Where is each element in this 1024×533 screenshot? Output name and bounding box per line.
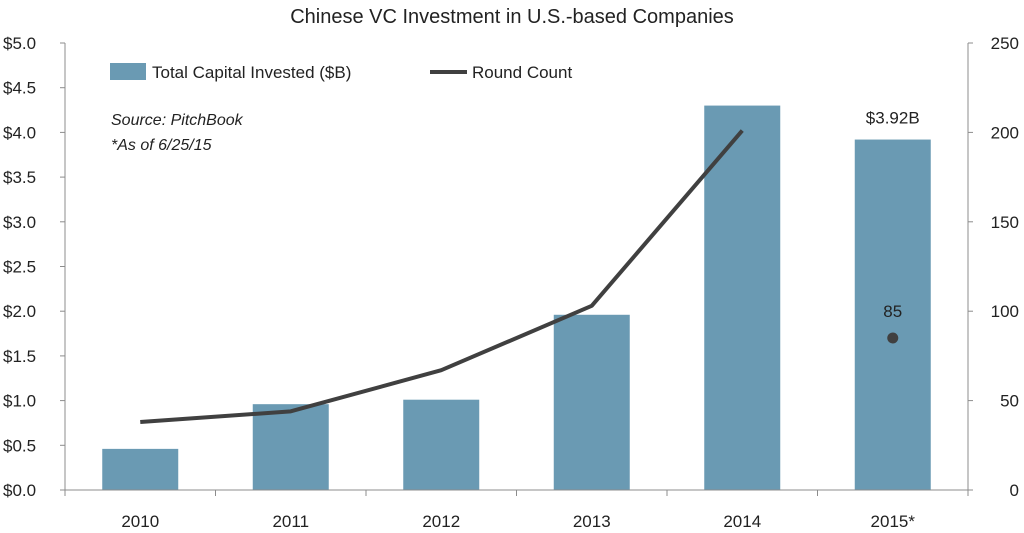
x-tick-label: 2013 <box>573 512 611 531</box>
bar-2010 <box>102 448 179 490</box>
legend-label-capital: Total Capital Invested ($B) <box>152 63 351 82</box>
point-data-label-2015: 85 <box>883 302 902 321</box>
right-tick-label: 50 <box>1000 392 1019 411</box>
x-axis: 2010 2011 2012 2013 2014 2015* <box>64 490 969 531</box>
round-count-point-2015 <box>887 332 899 344</box>
bar-data-label-2015: $3.92B <box>866 109 920 128</box>
left-tick-label: $0.0 <box>3 481 36 500</box>
chart-title: Chinese VC Investment in U.S.-based Comp… <box>290 6 734 28</box>
x-tick-label: 2012 <box>422 512 460 531</box>
line-series <box>140 129 899 425</box>
legend-swatch-capital <box>110 63 146 80</box>
bar-series <box>102 105 931 490</box>
x-tick-label: 2010 <box>121 512 159 531</box>
left-tick-label: $0.5 <box>3 436 36 455</box>
bar-2015 <box>854 139 931 490</box>
legend: Total Capital Invested ($B) Round Count <box>110 63 572 82</box>
x-tick-label: 2014 <box>723 512 761 531</box>
source-note: Source: PitchBook <box>111 112 244 129</box>
right-tick-label: 250 <box>991 34 1019 53</box>
left-tick-label: $2.0 <box>3 302 36 321</box>
left-tick-label: $2.5 <box>3 258 36 277</box>
right-tick-label: 100 <box>991 302 1019 321</box>
x-tick-label: 2011 <box>272 512 309 531</box>
left-tick-label: $4.5 <box>3 79 36 98</box>
left-tick-label: $4.0 <box>3 123 36 142</box>
bar-2013 <box>553 314 630 490</box>
right-tick-label: 200 <box>991 123 1019 142</box>
round-count-line <box>140 129 744 425</box>
bar-2014 <box>704 105 781 490</box>
right-tick-label: 150 <box>991 213 1019 232</box>
left-tick-label: $1.0 <box>3 392 36 411</box>
bar-2012 <box>403 399 480 490</box>
right-tick-label: 0 <box>1010 481 1019 500</box>
as-of-note: *As of 6/25/15 <box>111 137 212 154</box>
left-tick-label: $5.0 <box>3 34 36 53</box>
left-tick-label: $3.0 <box>3 213 36 232</box>
axis-lines <box>64 43 969 491</box>
right-axis: 0 50 100 150 200 250 <box>968 34 1019 500</box>
left-axis: $0.0 $0.5 $1.0 $1.5 $2.0 $2.5 $3.0 $3.5 $4.0 $4.5… <box>3 34 65 500</box>
legend-label-rounds: Round Count <box>472 63 572 82</box>
x-tick-label: 2015* <box>871 512 916 531</box>
bar-2011 <box>252 404 329 490</box>
left-tick-label: $1.5 <box>3 347 36 366</box>
left-tick-label: $3.5 <box>3 168 36 187</box>
